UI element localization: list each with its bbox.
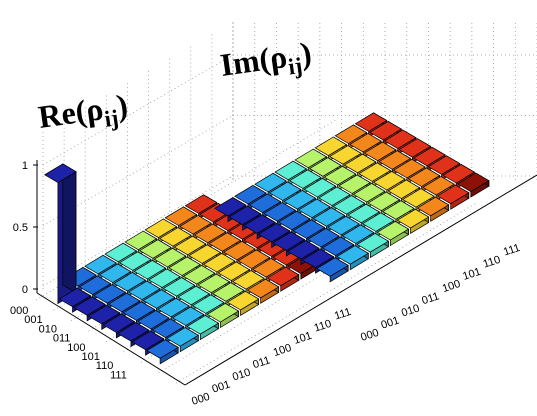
bar-im-undefined-111 [456, 172, 490, 198]
im-title: Im(ρij) [218, 35, 315, 89]
bar-re-111-011 [206, 302, 240, 329]
im-col-tick-label: 100 [441, 278, 462, 295]
bars-layer [44, 112, 490, 365]
bar-im-undefined-000 [316, 257, 349, 283]
z-tick-label: 0.5 [13, 222, 28, 234]
bar-im-undefined-010 [356, 232, 390, 259]
re-col-tick-label: 101 [292, 330, 313, 347]
bar-re-111-010 [186, 314, 220, 341]
bar-re-111-110 [266, 266, 300, 292]
im-col-tick-label: 110 [482, 254, 502, 271]
row-tick-label: 010 [39, 323, 57, 335]
titles-layer: Re(ρij) Im(ρij) [36, 35, 315, 141]
row-axis-line [36, 292, 186, 386]
re-col-tick-label: 000 [190, 391, 211, 408]
bar-re-111-100 [226, 290, 260, 317]
row-tick-label: 000 [10, 305, 28, 317]
row-tick-label: 101 [82, 351, 100, 363]
im-col-tick-label: 011 [420, 290, 440, 307]
re-col-tick-label: 110 [313, 318, 333, 335]
bar-im-undefined-110 [436, 184, 470, 210]
im-col-tick-label: 000 [359, 327, 380, 344]
im-col-tick-label: 111 [502, 242, 522, 259]
col-axis-line [184, 174, 537, 386]
bar-im-undefined-001 [336, 244, 369, 271]
bar-re-000-000 [44, 163, 77, 305]
re-title: Re(ρij) [36, 87, 131, 141]
bar-im-undefined-101 [416, 196, 450, 222]
im-col-tick-label: 010 [400, 302, 421, 319]
bar-re-111-001 [166, 326, 199, 353]
bar-re-111-101 [246, 278, 280, 304]
z-tick-label: 0 [22, 284, 28, 296]
bar-re-111-000 [146, 339, 179, 365]
re-col-tick-label: 001 [211, 379, 232, 396]
row-tick-label: 110 [96, 360, 114, 372]
im-col-tick-label: 101 [461, 266, 482, 283]
row-tick-label: 011 [53, 333, 71, 345]
row-tick-label: 111 [110, 369, 127, 381]
z-tick-label: 1 [22, 160, 28, 172]
bar-im-undefined-100 [396, 208, 430, 235]
re-col-tick-label: 010 [231, 366, 252, 383]
re-col-tick-label: 011 [251, 354, 271, 371]
grid-line [42, 54, 234, 166]
im-col-tick-label: 001 [380, 315, 401, 332]
re-col-tick-label: 111 [333, 306, 353, 323]
bar-im-undefined-011 [376, 220, 410, 247]
row-tick-label: 001 [24, 314, 42, 326]
row-tick-label: 100 [67, 342, 85, 354]
re-col-tick-label: 100 [272, 342, 293, 359]
labels-layer: 00.5100000101001110010111011100000101001… [10, 160, 522, 408]
axes-layer [33, 160, 537, 386]
